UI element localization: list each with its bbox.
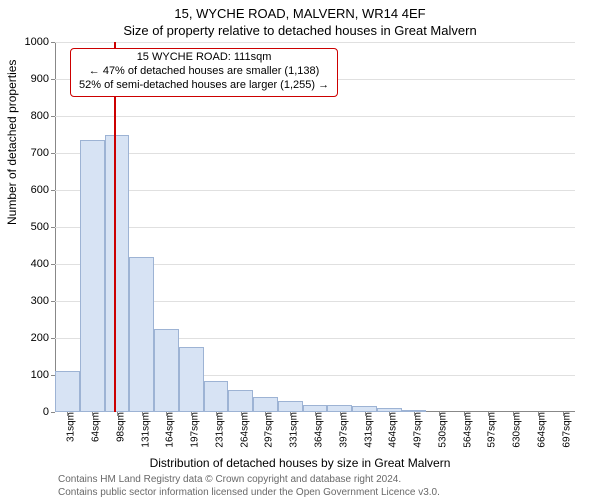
xtick-label: 364sqm — [314, 412, 325, 448]
ytick-label: 800 — [31, 110, 49, 122]
property-marker-line — [114, 42, 116, 412]
ytick-label: 100 — [31, 369, 49, 381]
histogram-bar — [278, 401, 303, 412]
x-axis-label: Distribution of detached houses by size … — [0, 456, 600, 470]
annotation-line: ← 47% of detached houses are smaller (1,… — [79, 65, 329, 79]
xtick-label: 197sqm — [190, 412, 201, 448]
footer-line-1: Contains HM Land Registry data © Crown c… — [58, 474, 401, 485]
xtick-label: 664sqm — [536, 412, 547, 448]
xtick-label: 131sqm — [140, 412, 151, 448]
ytick-label: 400 — [31, 258, 49, 270]
ytick-label: 900 — [31, 73, 49, 85]
footer-line-2: Contains public sector information licen… — [58, 487, 440, 498]
histogram-bar — [204, 381, 229, 412]
ytick-label: 0 — [43, 406, 49, 418]
ytick-mark — [51, 227, 55, 228]
xtick-label: 497sqm — [413, 412, 424, 448]
histogram-bar — [228, 390, 253, 412]
xtick-label: 630sqm — [512, 412, 523, 448]
ytick-label: 200 — [31, 332, 49, 344]
ytick-mark — [51, 153, 55, 154]
ytick-mark — [51, 42, 55, 43]
annotation-line: 52% of semi-detached houses are larger (… — [79, 79, 329, 93]
xtick-label: 64sqm — [91, 412, 102, 442]
gridline — [55, 227, 575, 228]
y-axis-label: Number of detached properties — [5, 60, 19, 225]
xtick-label: 31sqm — [66, 412, 77, 442]
gridline — [55, 116, 575, 117]
histogram-bar — [179, 347, 204, 412]
footer-attribution: Contains HM Land Registry data © Crown c… — [58, 474, 440, 499]
ytick-mark — [51, 301, 55, 302]
ytick-label: 1000 — [25, 36, 49, 48]
xtick-label: 98sqm — [115, 412, 126, 442]
xtick-label: 464sqm — [388, 412, 399, 448]
gridline — [55, 190, 575, 191]
xtick-label: 530sqm — [437, 412, 448, 448]
ytick-mark — [51, 338, 55, 339]
xtick-label: 297sqm — [264, 412, 275, 448]
annotation-line: 15 WYCHE ROAD: 111sqm — [79, 51, 329, 65]
ytick-mark — [51, 116, 55, 117]
annotation-box: 15 WYCHE ROAD: 111sqm← 47% of detached h… — [70, 48, 338, 97]
chart-title: 15, WYCHE ROAD, MALVERN, WR14 4EF — [0, 0, 600, 21]
histogram-chart: 15, WYCHE ROAD, MALVERN, WR14 4EF Size o… — [0, 0, 600, 500]
plot-area: 0100200300400500600700800900100031sqm64s… — [55, 42, 575, 412]
xtick-label: 164sqm — [165, 412, 176, 448]
histogram-bar — [154, 329, 179, 412]
ytick-label: 600 — [31, 184, 49, 196]
xtick-label: 564sqm — [462, 412, 473, 448]
histogram-bar — [327, 405, 352, 412]
ytick-mark — [51, 190, 55, 191]
gridline — [55, 153, 575, 154]
xtick-label: 597sqm — [487, 412, 498, 448]
histogram-bar — [80, 140, 105, 412]
histogram-bar — [303, 405, 328, 412]
ytick-label: 500 — [31, 221, 49, 233]
ytick-mark — [51, 79, 55, 80]
xtick-label: 231sqm — [214, 412, 225, 448]
ytick-label: 300 — [31, 295, 49, 307]
xtick-label: 331sqm — [289, 412, 300, 448]
histogram-bar — [105, 135, 130, 413]
chart-subtitle: Size of property relative to detached ho… — [0, 21, 600, 38]
ytick-mark — [51, 412, 55, 413]
histogram-bar — [55, 371, 80, 412]
histogram-bar — [129, 257, 154, 412]
xtick-label: 264sqm — [239, 412, 250, 448]
gridline — [55, 42, 575, 43]
xtick-label: 697sqm — [561, 412, 572, 448]
histogram-bar — [253, 397, 278, 412]
ytick-mark — [51, 264, 55, 265]
xtick-label: 431sqm — [363, 412, 374, 448]
ytick-label: 700 — [31, 147, 49, 159]
xtick-label: 397sqm — [338, 412, 349, 448]
